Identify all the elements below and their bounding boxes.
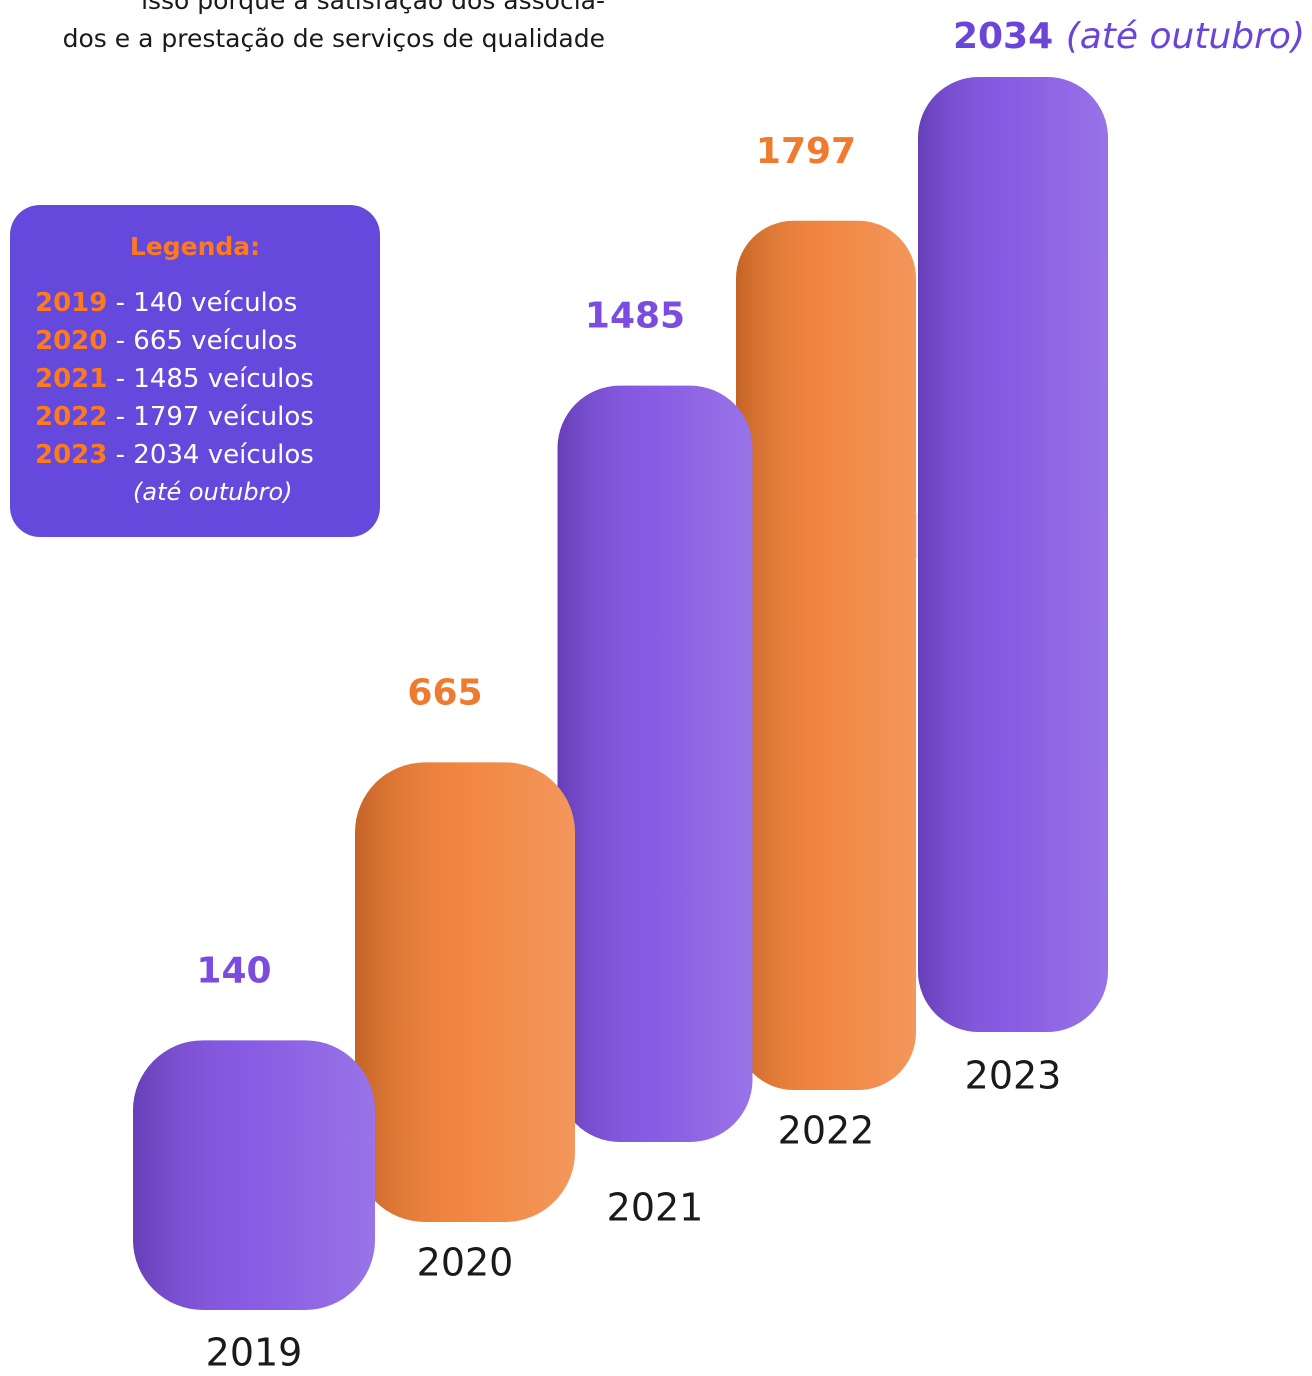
legend-text: - 665 veículos bbox=[107, 326, 297, 356]
value-label: 665 bbox=[407, 672, 482, 713]
value-label: 2034 (até outubro) bbox=[953, 16, 1305, 57]
legend-text: - 140 veículos bbox=[107, 288, 297, 318]
value-label: 140 bbox=[196, 950, 271, 991]
legend-year: 2020 bbox=[35, 326, 107, 356]
value-note: (até outubro) bbox=[1066, 16, 1305, 57]
x-label: 2022 bbox=[778, 1109, 875, 1153]
legend-text: - 2034 veículos bbox=[107, 440, 313, 470]
legend-text: - 1797 veículos bbox=[107, 402, 313, 432]
legend-year: 2022 bbox=[35, 402, 107, 432]
legend-box bbox=[10, 205, 380, 537]
legend-item: 2021 - 1485 veículos bbox=[35, 364, 314, 394]
bars bbox=[133, 77, 1108, 1310]
intro-line: dos e a prestação de serviços de qualida… bbox=[63, 24, 605, 53]
bar-shade bbox=[133, 1040, 375, 1310]
x-label: 2023 bbox=[965, 1054, 1062, 1098]
bar-shade bbox=[918, 77, 1108, 1032]
value-space bbox=[1053, 16, 1066, 57]
value: 2034 bbox=[953, 16, 1053, 57]
bar-shade bbox=[355, 762, 575, 1222]
x-label: 2020 bbox=[417, 1241, 514, 1285]
legend-item: 2023 - 2034 veículos bbox=[35, 440, 314, 470]
legend-item: 2022 - 1797 veículos bbox=[35, 402, 314, 432]
legend-year: 2021 bbox=[35, 364, 107, 394]
legend-year: 2019 bbox=[35, 288, 107, 318]
value-label: 1797 bbox=[756, 131, 856, 172]
value-label: 1485 bbox=[585, 296, 685, 337]
intro-line: isso porque a satisfação dos associa- bbox=[141, 0, 605, 15]
legend-title: Legenda: bbox=[130, 232, 260, 261]
bar-shade bbox=[736, 220, 916, 1090]
x-label: 2019 bbox=[206, 1331, 303, 1375]
legend-note: (até outubro) bbox=[133, 478, 293, 506]
legend-item: 2019 - 140 veículos bbox=[35, 288, 297, 318]
x-label: 2021 bbox=[607, 1186, 704, 1230]
bar-shade bbox=[557, 385, 753, 1142]
legend-text: - 1485 veículos bbox=[107, 364, 313, 394]
legend-item: 2020 - 665 veículos bbox=[35, 326, 297, 356]
legend-year: 2023 bbox=[35, 440, 107, 470]
